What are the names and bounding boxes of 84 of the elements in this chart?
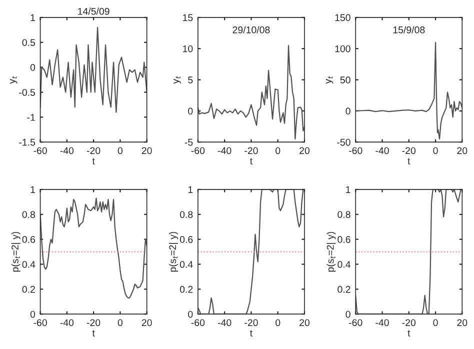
x-tick-label: -60 — [191, 147, 205, 154]
y-tick-label: 0 — [346, 108, 350, 115]
x-axis-title: t — [92, 330, 95, 337]
x-tick-label: 20 — [300, 147, 310, 154]
y-tick-label: 0.6 — [338, 236, 350, 243]
y-axis-title: y$_{t}$ — [174, 76, 181, 84]
line-series — [40, 198, 147, 298]
x-axis-title: t — [408, 158, 410, 165]
x-tick-label: -40 — [376, 147, 389, 154]
y-tick-label: 0.8 — [338, 211, 350, 218]
x-tick-label: -40 — [218, 147, 232, 154]
y-tick-label: 0.4 — [180, 260, 193, 268]
x-tick-label: -20 — [402, 147, 416, 154]
y-tick-label: 15 — [183, 14, 193, 22]
x-tick-label: -40 — [60, 319, 74, 326]
chart-title: 14/5/09 — [78, 8, 110, 15]
x-tick-label: 0 — [433, 319, 438, 326]
x-tick-label: -60 — [349, 319, 362, 326]
y-tick-label: -0.5 — [19, 88, 36, 96]
y-tick-label: 0.4 — [338, 260, 350, 268]
y-tick-label: 150 — [335, 14, 350, 22]
x-tick-label: 20 — [457, 319, 468, 326]
y-tick-label: -5 — [184, 138, 193, 146]
y-tick-label: 0.6 — [22, 236, 36, 243]
y-tick-label: 0.6 — [180, 236, 193, 243]
x-tick-label: -60 — [191, 319, 205, 326]
y-tick-label: 0 — [30, 310, 36, 318]
y-tick-label: 0.8 — [22, 211, 36, 218]
x-axis-title: t — [92, 158, 95, 165]
line-series — [198, 44, 304, 140]
y-tick-label: 1 — [346, 186, 350, 193]
text: 15/9/08 — [393, 26, 425, 34]
y-tick-label: 0.2 — [22, 286, 35, 293]
x-tick-label: 20 — [457, 147, 468, 154]
y-axis-title: p(s$_{t}$=2| y) — [11, 232, 20, 272]
x-tick-label: -40 — [218, 319, 232, 326]
x-tick-label: -40 — [376, 319, 389, 326]
y-tick-label: -1 — [27, 114, 35, 121]
y-axis-title: p(s$_{t}$=2| y) — [326, 232, 336, 272]
y-axis-title: y$_{t}$ — [326, 76, 334, 84]
x-tick-label: -20 — [244, 319, 258, 326]
text: 29/10/08 — [232, 26, 270, 34]
x-axis-title: t — [250, 330, 252, 337]
y-tick-label: 0 — [188, 108, 193, 115]
y-tick-label: 1 — [188, 186, 193, 193]
x-tick-label: 0 — [118, 147, 123, 154]
x-tick-label: -40 — [60, 147, 74, 154]
y-tick-label: 0.8 — [180, 211, 193, 218]
y-tick-label: 0.5 — [22, 39, 36, 46]
y-tick-label: -50 — [337, 138, 350, 146]
y-tick-label: 0 — [346, 310, 350, 318]
x-tick-label: -20 — [244, 147, 258, 154]
x-axis-title: t — [250, 158, 252, 165]
line-series — [198, 189, 304, 314]
y-tick-label: 10 — [183, 45, 193, 52]
y-tick-label: 0 — [188, 310, 193, 318]
y-tick-label: 0 — [30, 64, 36, 71]
x-tick-label: 0 — [276, 147, 280, 154]
y-tick-label: 1 — [30, 186, 35, 193]
y-tick-label: 1 — [30, 14, 35, 21]
x-tick-label: -60 — [34, 147, 47, 154]
x-tick-label: 20 — [300, 319, 310, 326]
x-tick-label: 0 — [433, 147, 438, 154]
x-tick-label: -60 — [34, 319, 47, 326]
x-tick-label: -20 — [86, 319, 100, 326]
y-tick-label: -1.5 — [19, 138, 36, 146]
y-tick-label: 100 — [335, 45, 350, 52]
x-tick-label: 20 — [142, 319, 152, 326]
x-tick-label: 0 — [276, 319, 280, 326]
line-series — [40, 26, 147, 113]
x-tick-label: -20 — [402, 319, 416, 326]
x-tick-label: 0 — [118, 319, 123, 326]
y-axis-title: y$_{t}$ — [10, 76, 18, 84]
x-tick-label: -60 — [349, 147, 362, 154]
y-tick-label: 0.2 — [180, 286, 193, 293]
x-axis-title: t — [408, 330, 410, 337]
y-tick-label: 5 — [188, 76, 193, 84]
x-tick-label: -20 — [86, 147, 100, 154]
y-tick-label: 0.2 — [338, 286, 350, 293]
line-series — [356, 42, 462, 140]
x-tick-label: 20 — [142, 147, 152, 154]
y-tick-label: 50 — [340, 76, 350, 84]
y-axis-title: p(s$_{t}$=2| y) — [168, 232, 178, 272]
y-tick-label: 0.4 — [22, 260, 36, 268]
